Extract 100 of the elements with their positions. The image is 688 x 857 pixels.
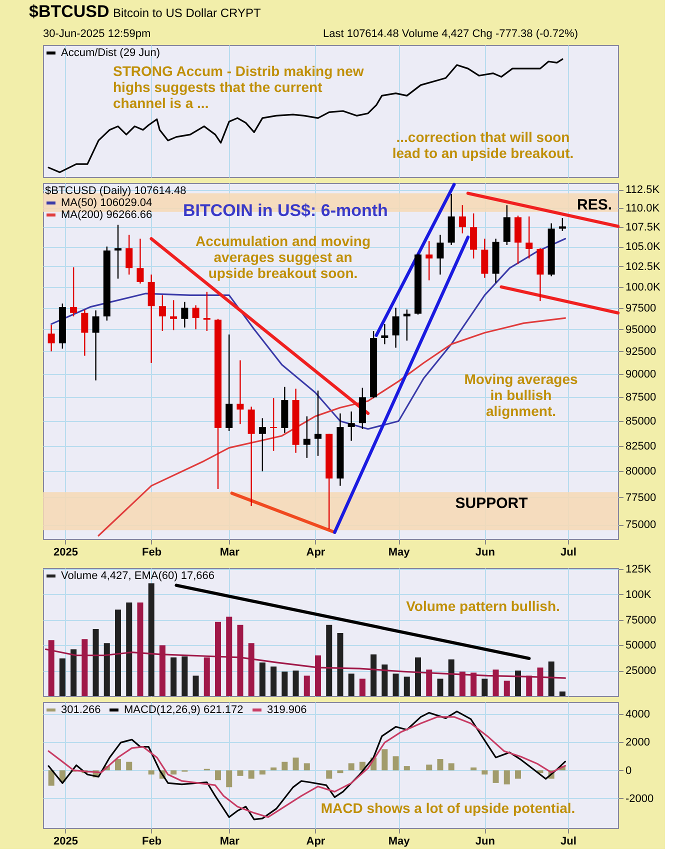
legend-label: 301.266: [61, 704, 101, 716]
bar: [304, 763, 310, 770]
bar: [304, 676, 310, 696]
candlestick: [70, 266, 78, 317]
y-tick-label: 102.5K: [626, 260, 662, 273]
y-tick-label: 80000: [626, 466, 656, 478]
candlestick: [270, 398, 278, 452]
bar: [115, 610, 121, 696]
y-tick-label: 0: [626, 764, 632, 777]
bar: [126, 762, 132, 770]
candlestick: [258, 418, 266, 472]
bar: [148, 770, 154, 775]
annotation: ...correction that will soon lead to an upside breakout.: [392, 129, 574, 161]
legend-label: Volume 4,427, EMA(60) 17,666: [61, 570, 214, 582]
bar: [392, 674, 399, 696]
candlestick: [303, 416, 310, 459]
bar: [404, 766, 410, 770]
x-tick-label: Feb: [142, 836, 162, 848]
x-tick-label: Apr: [306, 546, 326, 558]
x-tick-label: Jul: [560, 546, 576, 558]
bar: [104, 643, 110, 696]
bar: [515, 770, 521, 779]
y-tick-label: 25000: [626, 665, 656, 678]
x-tick-label: Jul: [560, 836, 576, 848]
bar: [426, 764, 432, 770]
candlestick: [114, 224, 122, 280]
bar: [415, 657, 421, 696]
candlestick: [348, 410, 355, 442]
bar: [448, 659, 454, 696]
x-tick-label: Mar: [220, 836, 240, 848]
bar: [270, 767, 277, 770]
bar: [504, 680, 510, 696]
bar: [170, 657, 177, 696]
bar: [59, 658, 66, 696]
candlestick: [170, 300, 178, 331]
candlestick: [126, 234, 133, 276]
x-tick-label: Mar: [220, 546, 240, 558]
y-tick-label: 4000: [626, 708, 650, 720]
y-tick-label: 110.0K: [626, 202, 660, 215]
band-label: SUPPORT: [455, 495, 528, 512]
bar: [282, 672, 288, 696]
y-tick-label: 87500: [626, 392, 656, 404]
annotation: BITCOIN in US$: 6-month: [183, 201, 388, 220]
candlestick: [314, 390, 322, 456]
x-tick-label: 2025: [53, 836, 78, 848]
bar: [248, 770, 254, 779]
y-tick-label: 100.0K: [626, 281, 662, 294]
candlestick: [158, 294, 166, 332]
bar: [382, 749, 388, 770]
bar: [382, 664, 388, 696]
bar: [548, 661, 554, 696]
bar: [482, 678, 488, 696]
y-tick-label: 75000: [626, 519, 656, 532]
candlestick: [458, 204, 466, 234]
bar: [192, 676, 199, 696]
bar: [559, 692, 566, 696]
bar: [259, 770, 266, 775]
bar: [437, 759, 444, 770]
y-tick-label: 97500: [626, 302, 656, 314]
annotation: Volume pattern bullish.: [406, 598, 560, 614]
bar: [237, 770, 244, 776]
legend-label: MA(50) 106029.04: [61, 197, 152, 209]
bar: [392, 756, 399, 770]
legend-label: 319.906: [267, 704, 307, 716]
annotation: STRONG Accum - Distrib making new highs suggests that the current channel is a ...: [113, 63, 364, 111]
bar: [48, 770, 54, 786]
bar: [148, 583, 154, 696]
candlestick: [392, 307, 400, 348]
bar: [270, 666, 277, 696]
y-tick-label: 77500: [626, 492, 656, 504]
candlestick: [92, 310, 100, 381]
chart-title: $BTCUSD: [29, 2, 110, 21]
bar: [226, 770, 232, 788]
text: 30-Jun-2025 12:59pm: [43, 28, 151, 40]
bar: [70, 649, 77, 696]
legend-label: Accum/Dist (29 Jun): [61, 47, 160, 59]
y-tick-label: 2000: [626, 736, 650, 749]
candlestick: [136, 238, 144, 284]
y-tick-label: -2000: [626, 792, 654, 805]
y-tick-label: 82500: [626, 440, 656, 452]
bar: [370, 654, 377, 696]
bar: [126, 602, 132, 696]
candlestick: [470, 212, 478, 260]
candlestick: [203, 291, 210, 332]
candlestick: [48, 324, 55, 352]
chart-subtitle: Bitcoin to US Dollar CRYPT: [113, 6, 262, 20]
y-tick-label: 107.5K: [626, 222, 662, 234]
bar: [215, 770, 221, 780]
y-tick-label: 90000: [626, 368, 656, 380]
y-tick-label: 100K: [626, 588, 652, 601]
bar: [326, 624, 332, 696]
x-tick-label: Jun: [475, 836, 496, 848]
legend-label: MA(200) 96266.66: [61, 209, 152, 221]
candlestick: [436, 234, 444, 276]
candlestick: [403, 308, 410, 342]
bar: [348, 674, 354, 696]
candlestick: [81, 308, 88, 356]
bar: [504, 770, 510, 784]
y-tick-label: 105.0K: [626, 241, 662, 254]
x-tick-label: Apr: [306, 836, 326, 848]
